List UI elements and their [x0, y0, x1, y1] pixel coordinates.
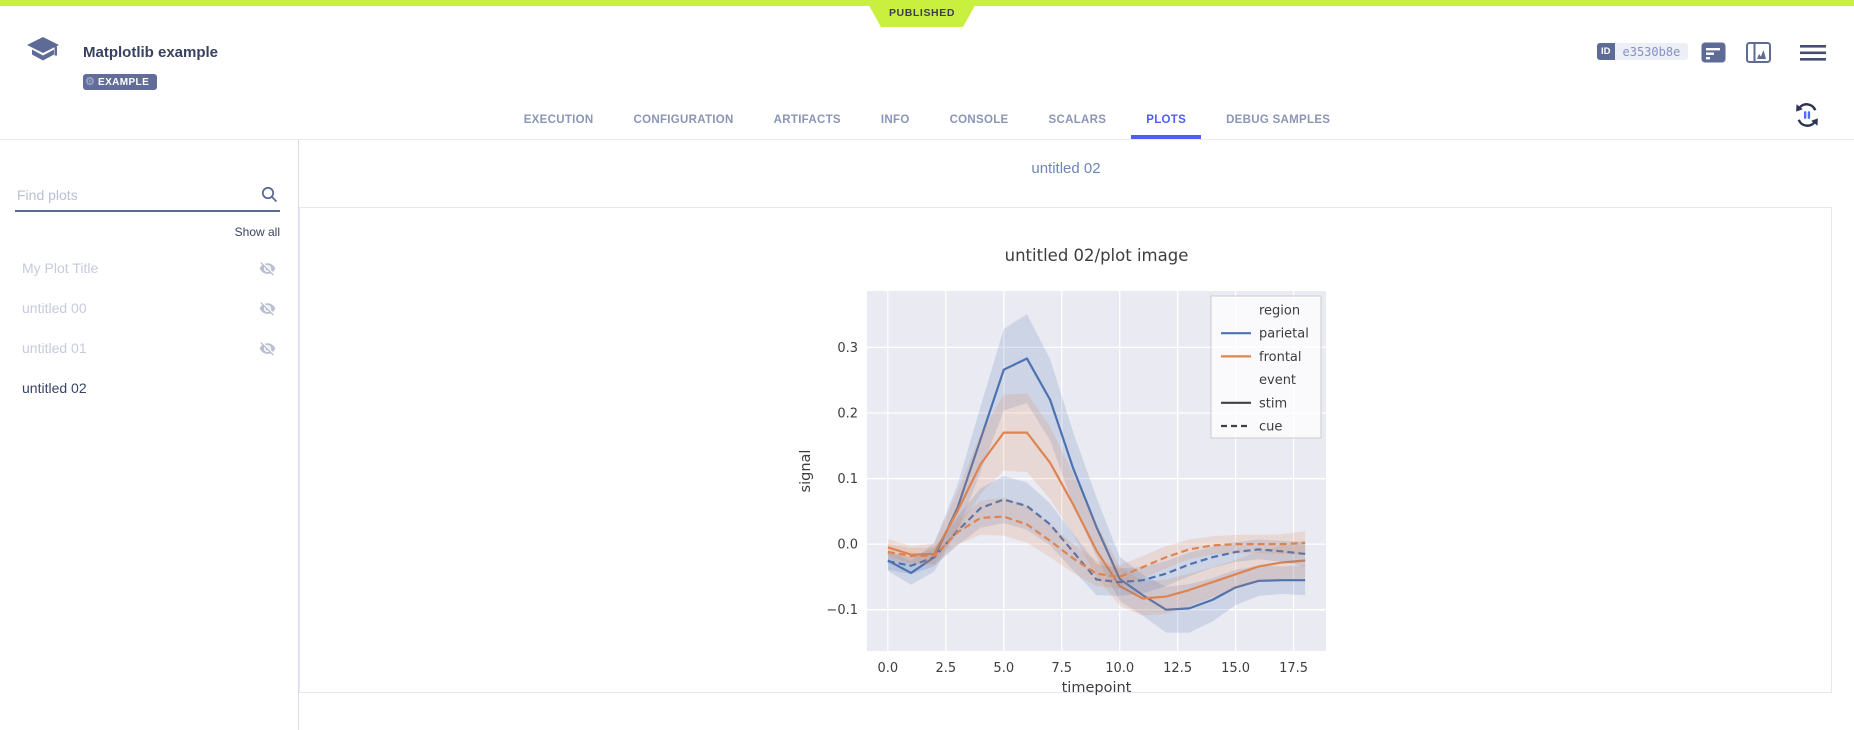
- tab-configuration[interactable]: CONFIGURATION: [633, 113, 734, 126]
- chart-title: untitled 02/plot image: [1005, 246, 1189, 265]
- search-icon[interactable]: [261, 186, 278, 203]
- gear-icon: ⚙: [85, 76, 96, 88]
- y-tick-label: 0.3: [837, 341, 858, 356]
- x-tick-label: 12.5: [1163, 661, 1192, 676]
- task-title: Matplotlib example: [83, 44, 219, 61]
- menu-hamburger-icon[interactable]: [1800, 45, 1826, 61]
- x-tick-label: 2.5: [935, 661, 956, 676]
- legend-label: event: [1259, 373, 1296, 388]
- plot-list-item[interactable]: untitled 02: [0, 368, 298, 408]
- eye-off-icon[interactable]: [259, 260, 276, 277]
- x-axis-label: timepoint: [1062, 680, 1132, 696]
- tab-plots[interactable]: PLOTS: [1131, 104, 1202, 139]
- x-tick-label: 17.5: [1279, 661, 1308, 676]
- y-axis-label: signal: [798, 450, 814, 493]
- tab-info[interactable]: INFO: [880, 113, 910, 126]
- tab-artifacts[interactable]: ARTIFACTS: [773, 113, 841, 126]
- show-all-link[interactable]: Show all: [234, 225, 280, 239]
- eye-off-icon[interactable]: [259, 340, 276, 357]
- tab-execution[interactable]: EXECUTION: [523, 113, 594, 126]
- plot-section-title: untitled 02: [1031, 160, 1101, 177]
- x-tick-label: 10.0: [1105, 661, 1134, 676]
- legend-box: [1210, 295, 1322, 439]
- auto-refresh-icon[interactable]: [1792, 100, 1822, 130]
- plot-item-label: untitled 01: [22, 340, 87, 356]
- series-line-frontal-stim: [887, 431, 1306, 600]
- plot-list-item[interactable]: untitled 00: [0, 288, 298, 328]
- task-type-icon: [27, 37, 59, 61]
- find-plots-search: [15, 186, 280, 212]
- plot-item-label: untitled 00: [22, 300, 87, 316]
- legend-label: region: [1259, 304, 1300, 319]
- y-tick-label: −0.1: [826, 603, 858, 618]
- x-tick-label: 7.5: [1051, 661, 1072, 676]
- eye-off-icon[interactable]: [259, 300, 276, 317]
- status-ribbon-label: PUBLISHED: [888, 6, 956, 19]
- series-line-parietal-cue: [887, 498, 1306, 584]
- example-tag-badge: ⚙ EXAMPLE: [83, 74, 158, 90]
- task-id-group[interactable]: ID e3530b8e: [1597, 43, 1689, 60]
- legend-label: cue: [1259, 420, 1282, 435]
- plot-list-item[interactable]: My Plot Title: [0, 248, 298, 288]
- tab-scalars[interactable]: SCALARS: [1048, 113, 1107, 126]
- x-tick-label: 5.0: [993, 661, 1014, 676]
- legend-label: frontal: [1259, 350, 1302, 365]
- x-tick-label: 15.0: [1221, 661, 1250, 676]
- details-view-icon[interactable]: [1701, 42, 1726, 63]
- legend-label: parietal: [1259, 327, 1309, 342]
- y-tick-label: 0.2: [837, 406, 858, 421]
- series-line-parietal-stim: [887, 357, 1306, 611]
- y-tick-label: 0.0: [837, 538, 858, 553]
- confidence-band-parietal-stim: [887, 313, 1306, 633]
- legend-label: stim: [1259, 396, 1287, 411]
- confidence-band-frontal-cue: [887, 497, 1306, 589]
- plot-item-label: My Plot Title: [22, 260, 99, 276]
- confidence-band-parietal-cue: [887, 475, 1306, 596]
- plot-list: My Plot Title untitled 00 untitled 01 untit…: [0, 248, 298, 408]
- series-line-frontal-cue: [887, 515, 1306, 579]
- id-value[interactable]: e3530b8e: [1614, 43, 1689, 60]
- plot-figure[interactable]: 0.0 2.5 5.0 7.5 10.0 12.5 15.0 17.5 −0.1 0.0 0.1 0.…: [778, 238, 1358, 703]
- split-view-chart-icon[interactable]: [1746, 42, 1771, 63]
- plot-list-item[interactable]: untitled 01: [0, 328, 298, 368]
- x-tick-label: 0.0: [878, 661, 899, 676]
- plots-sidebar: Show all My Plot Title untitled 00 untitle…: [0, 140, 299, 730]
- plot-item-label: untitled 02: [22, 380, 87, 396]
- tab-console[interactable]: CONSOLE: [949, 113, 1009, 126]
- id-label: ID: [1597, 43, 1615, 60]
- example-tag-label: EXAMPLE: [98, 76, 150, 88]
- status-ribbon: PUBLISHED: [866, 0, 978, 27]
- task-tabs: EXECUTION CONFIGURATION ARTIFACTS INFO CONSO…: [0, 104, 1854, 139]
- tab-debug-samples[interactable]: DEBUG SAMPLES: [1226, 113, 1331, 126]
- y-tick-label: 0.1: [837, 472, 858, 487]
- search-input[interactable]: [15, 186, 249, 204]
